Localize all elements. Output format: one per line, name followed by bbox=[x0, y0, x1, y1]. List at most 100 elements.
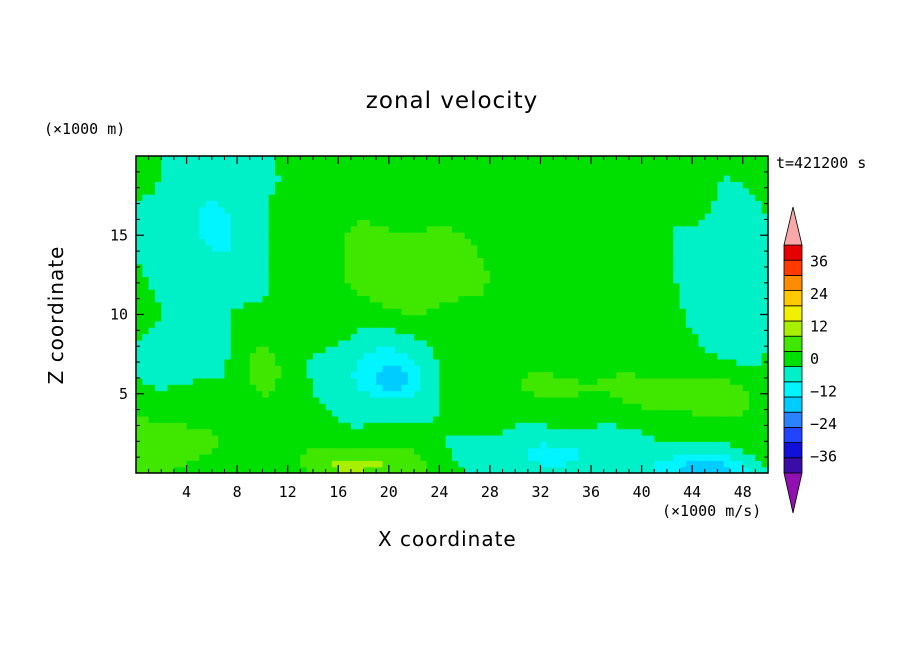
field-cell bbox=[654, 156, 662, 163]
field-cell bbox=[256, 301, 263, 309]
field-cell bbox=[711, 466, 719, 473]
field-cell bbox=[186, 333, 194, 341]
field-cell bbox=[540, 213, 548, 220]
field-cell bbox=[218, 200, 226, 208]
field-cell bbox=[401, 200, 409, 208]
field-cell bbox=[325, 415, 333, 423]
field-cell bbox=[673, 175, 681, 182]
field-cell bbox=[420, 415, 428, 423]
field-cell bbox=[597, 200, 605, 208]
field-cell bbox=[319, 466, 327, 473]
field-cell bbox=[679, 251, 687, 259]
field-cell bbox=[205, 168, 213, 176]
field-cell bbox=[357, 263, 365, 271]
field-cell bbox=[401, 403, 409, 411]
field-cell bbox=[148, 422, 156, 430]
field-cell bbox=[218, 295, 226, 303]
field-cell bbox=[312, 251, 320, 259]
field-cell bbox=[420, 270, 428, 278]
field-cell bbox=[312, 187, 320, 195]
field-cell bbox=[136, 244, 143, 252]
field-cell bbox=[433, 232, 440, 240]
field-cell bbox=[628, 358, 636, 366]
field-cell bbox=[704, 156, 712, 163]
field-cell bbox=[369, 263, 377, 271]
field-cell bbox=[142, 358, 150, 366]
field-cell bbox=[527, 181, 535, 189]
field-cell bbox=[312, 409, 320, 417]
field-cell bbox=[306, 206, 314, 214]
field-cell bbox=[470, 409, 478, 417]
field-cell bbox=[445, 301, 453, 309]
field-cell bbox=[148, 225, 156, 233]
field-cell bbox=[572, 162, 579, 170]
field-cell bbox=[319, 453, 327, 461]
field-cell bbox=[319, 213, 327, 220]
field-cell bbox=[515, 453, 523, 461]
field-cell bbox=[167, 377, 175, 385]
field-cell bbox=[167, 232, 175, 240]
field-cell bbox=[331, 251, 339, 259]
field-cell bbox=[628, 327, 636, 335]
field-cell bbox=[249, 168, 257, 176]
field-cell bbox=[628, 276, 636, 284]
field-cell bbox=[338, 466, 346, 473]
field-cell bbox=[502, 447, 510, 455]
field-cell bbox=[603, 333, 611, 341]
field-cell bbox=[338, 422, 346, 430]
field-cell bbox=[647, 434, 655, 442]
field-cell bbox=[622, 232, 630, 240]
field-cell bbox=[546, 320, 554, 328]
field-cell bbox=[306, 162, 314, 170]
field-cell bbox=[294, 225, 301, 233]
field-cell bbox=[565, 232, 573, 240]
field-cell bbox=[180, 422, 188, 430]
field-cell bbox=[224, 441, 232, 449]
field-cell bbox=[161, 181, 169, 189]
field-cell bbox=[666, 403, 674, 411]
field-cell bbox=[761, 441, 768, 449]
field-cell bbox=[275, 365, 282, 373]
field-cell bbox=[755, 187, 763, 195]
field-cell bbox=[647, 200, 655, 208]
field-cell bbox=[331, 263, 339, 271]
field-cell bbox=[218, 390, 226, 398]
field-cell bbox=[445, 358, 453, 366]
field-cell bbox=[679, 200, 687, 208]
field-cell bbox=[628, 390, 636, 398]
field-cell bbox=[230, 295, 238, 303]
field-cell bbox=[622, 206, 630, 214]
field-cell bbox=[749, 206, 756, 214]
field-cell bbox=[350, 358, 358, 366]
field-cell bbox=[496, 181, 504, 189]
field-cell bbox=[717, 422, 725, 430]
field-cell bbox=[546, 175, 554, 182]
field-cell bbox=[199, 206, 207, 214]
field-cell bbox=[148, 441, 156, 449]
field-cell bbox=[673, 327, 681, 335]
field-cell bbox=[483, 308, 491, 316]
field-cell bbox=[369, 447, 377, 455]
velocity-field bbox=[136, 156, 768, 473]
field-cell bbox=[704, 232, 712, 240]
field-cell bbox=[439, 232, 447, 240]
field-cell bbox=[218, 156, 226, 163]
field-cell bbox=[186, 346, 194, 354]
field-cell bbox=[401, 162, 409, 170]
field-cell bbox=[395, 219, 403, 227]
field-cell bbox=[426, 200, 434, 208]
field-cell bbox=[148, 194, 156, 201]
field-cell bbox=[540, 396, 548, 404]
field-cell bbox=[559, 238, 567, 246]
field-cell bbox=[553, 162, 561, 170]
field-cell bbox=[388, 415, 396, 423]
field-cell bbox=[382, 403, 390, 411]
field-cell bbox=[464, 238, 472, 246]
field-cell bbox=[483, 289, 491, 297]
field-cell bbox=[275, 384, 282, 392]
field-cell bbox=[685, 251, 693, 259]
field-cell bbox=[496, 263, 504, 271]
field-cell bbox=[692, 396, 700, 404]
field-cell bbox=[401, 206, 409, 214]
field-cell bbox=[192, 460, 200, 468]
